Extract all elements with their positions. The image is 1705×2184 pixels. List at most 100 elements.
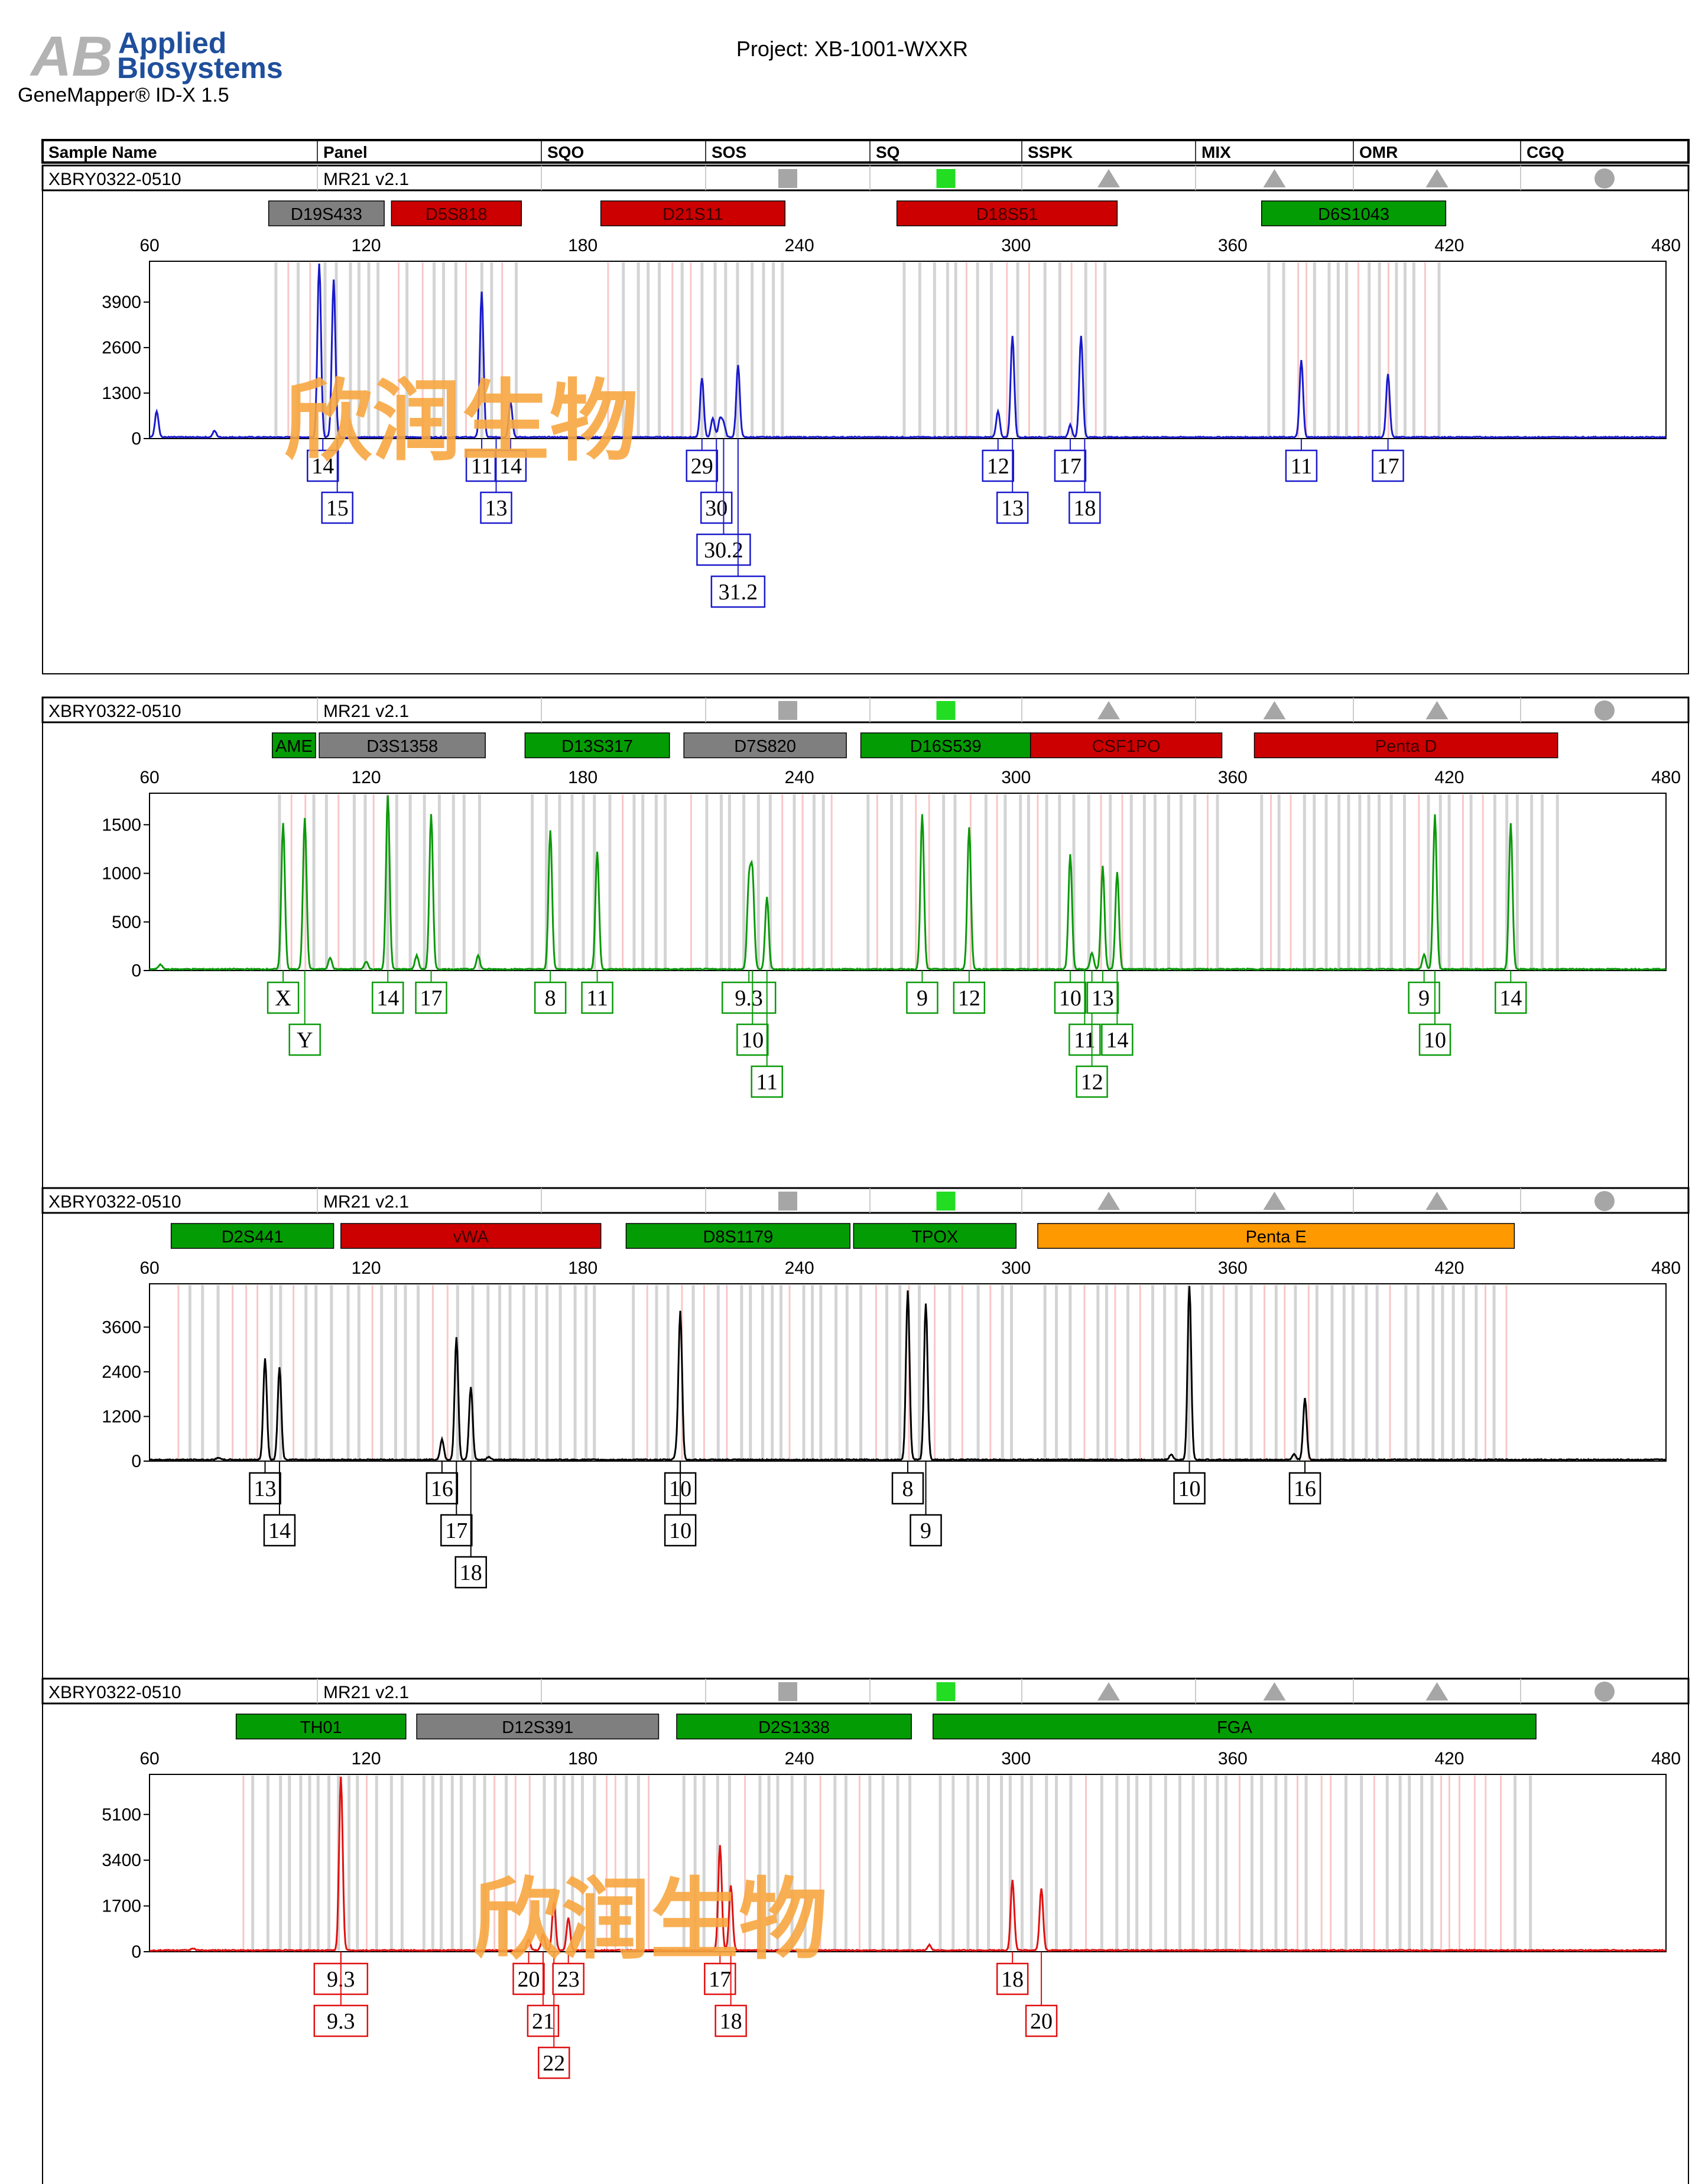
- marker-bar-csf1po[interactable]: [1030, 732, 1223, 758]
- marker-bar-th01[interactable]: [235, 1714, 407, 1740]
- allele-call-box[interactable]: [1285, 449, 1318, 482]
- allele-call-box[interactable]: [906, 981, 938, 1014]
- marker-bar-d12s391[interactable]: [416, 1714, 660, 1740]
- allele-call-box[interactable]: [465, 449, 498, 482]
- sq-flag-square-icon[interactable]: [936, 1682, 956, 1701]
- marker-bar-d3s1358[interactable]: [319, 732, 486, 758]
- allele-call-box[interactable]: [953, 981, 986, 1014]
- cgq-flag-circle-icon[interactable]: [1594, 168, 1615, 189]
- sq-flag-square-icon[interactable]: [936, 169, 956, 188]
- sspk-flag-triangle-icon[interactable]: [1097, 169, 1120, 187]
- allele-call-box[interactable]: [1086, 981, 1119, 1014]
- allele-call-box[interactable]: [696, 533, 751, 566]
- allele-call-box[interactable]: [1054, 981, 1087, 1014]
- allele-call-box[interactable]: [1069, 491, 1101, 524]
- allele-call-box[interactable]: [891, 1472, 924, 1505]
- marker-bar-d2s1338[interactable]: [676, 1714, 912, 1740]
- allele-call-box[interactable]: [686, 449, 719, 482]
- marker-bar-d13s317[interactable]: [524, 732, 670, 758]
- allele-call-box[interactable]: [321, 491, 353, 524]
- marker-bar-vwa[interactable]: [340, 1223, 602, 1249]
- marker-bar-fga[interactable]: [933, 1714, 1537, 1740]
- sos-flag-square-icon[interactable]: [778, 1192, 797, 1211]
- allele-call-box[interactable]: [512, 1962, 545, 1995]
- allele-call-box[interactable]: [538, 2046, 570, 2079]
- allele-call-box[interactable]: [1101, 1023, 1134, 1056]
- allele-call-box[interactable]: [1076, 1065, 1108, 1098]
- allele-call-box[interactable]: [1495, 981, 1527, 1014]
- omr-flag-triangle-icon[interactable]: [1425, 1682, 1449, 1701]
- marker-bar-ame[interactable]: [271, 732, 316, 758]
- sspk-flag-triangle-icon[interactable]: [1097, 1682, 1120, 1701]
- allele-call-box[interactable]: [454, 1556, 487, 1589]
- allele-call-box[interactable]: [313, 2004, 369, 2037]
- sspk-flag-triangle-icon[interactable]: [1097, 701, 1120, 719]
- omr-flag-triangle-icon[interactable]: [1425, 1192, 1449, 1210]
- marker-bar-tpox[interactable]: [853, 1223, 1017, 1249]
- allele-call-box[interactable]: [267, 981, 300, 1014]
- allele-call-box[interactable]: [982, 449, 1014, 482]
- marker-bar-d18s51[interactable]: [896, 200, 1118, 226]
- allele-call-box[interactable]: [249, 1472, 281, 1505]
- allele-call-box[interactable]: [263, 1514, 296, 1547]
- allele-call-box[interactable]: [1372, 449, 1404, 482]
- allele-call-box[interactable]: [1418, 1023, 1451, 1056]
- allele-call-box[interactable]: [426, 1472, 459, 1505]
- allele-call-box[interactable]: [715, 2004, 747, 2037]
- allele-call-box[interactable]: [288, 1023, 321, 1056]
- marker-bar-d19s433[interactable]: [268, 200, 385, 226]
- allele-call-box[interactable]: [700, 491, 733, 524]
- allele-call-box[interactable]: [1069, 1023, 1101, 1056]
- allele-call-box[interactable]: [736, 1023, 769, 1056]
- allele-call-box[interactable]: [910, 1514, 942, 1547]
- marker-bar-d2s441[interactable]: [170, 1223, 334, 1249]
- omr-flag-triangle-icon[interactable]: [1425, 701, 1449, 719]
- marker-bar-penta-d[interactable]: [1253, 732, 1558, 758]
- allele-call-box[interactable]: [581, 981, 613, 1014]
- cgq-flag-circle-icon[interactable]: [1594, 1191, 1615, 1211]
- marker-bar-d6s1043[interactable]: [1261, 200, 1447, 226]
- marker-bar-d7s820[interactable]: [683, 732, 847, 758]
- marker-bar-d5s818[interactable]: [391, 200, 522, 226]
- allele-call-box[interactable]: [710, 575, 766, 608]
- marker-bar-penta-e[interactable]: [1037, 1223, 1515, 1249]
- sq-flag-square-icon[interactable]: [936, 1192, 956, 1211]
- allele-call-box[interactable]: [751, 1065, 783, 1098]
- omr-flag-triangle-icon[interactable]: [1425, 169, 1449, 187]
- allele-call-box[interactable]: [480, 491, 512, 524]
- allele-call-box[interactable]: [664, 1514, 697, 1547]
- allele-call-box[interactable]: [415, 981, 447, 1014]
- mix-flag-triangle-icon[interactable]: [1263, 1682, 1286, 1701]
- sos-flag-square-icon[interactable]: [778, 701, 797, 720]
- allele-call-box[interactable]: [1173, 1472, 1206, 1505]
- sspk-flag-triangle-icon[interactable]: [1097, 1192, 1120, 1210]
- cgq-flag-circle-icon[interactable]: [1594, 700, 1615, 721]
- x-tick-label: 480: [1651, 1258, 1681, 1278]
- plot-area: [149, 793, 1667, 971]
- x-tick-label: 180: [568, 768, 597, 787]
- mix-flag-triangle-icon[interactable]: [1263, 1192, 1286, 1210]
- sos-flag-square-icon[interactable]: [778, 169, 797, 188]
- mix-flag-triangle-icon[interactable]: [1263, 169, 1286, 187]
- allele-call-box[interactable]: [996, 491, 1029, 524]
- allele-call-box[interactable]: [307, 449, 339, 482]
- mix-flag-triangle-icon[interactable]: [1263, 701, 1286, 719]
- allele-call-box[interactable]: [996, 1962, 1029, 1995]
- allele-call-box[interactable]: [440, 1514, 473, 1547]
- allele-call-box[interactable]: [371, 981, 404, 1014]
- marker-bar-d16s539[interactable]: [860, 732, 1031, 758]
- sos-flag-square-icon[interactable]: [778, 1682, 797, 1701]
- marker-bar-d21s11[interactable]: [600, 200, 786, 226]
- allele-call-box[interactable]: [552, 1962, 584, 1995]
- sq-flag-square-icon[interactable]: [936, 701, 956, 720]
- allele-call-label: 17: [1377, 454, 1399, 479]
- allele-call-box[interactable]: [1288, 1472, 1321, 1505]
- allele-call-box[interactable]: [1054, 449, 1087, 482]
- allele-call-box[interactable]: [534, 981, 567, 1014]
- allele-call-box[interactable]: [1025, 2004, 1058, 2037]
- cgq-flag-circle-icon[interactable]: [1594, 1682, 1615, 1702]
- allele-call-box[interactable]: [494, 449, 527, 482]
- watermark-bottom: 欣润生物: [473, 1869, 827, 1972]
- allele-call-label: 18: [1073, 496, 1096, 521]
- marker-bar-d8s1179[interactable]: [625, 1223, 850, 1249]
